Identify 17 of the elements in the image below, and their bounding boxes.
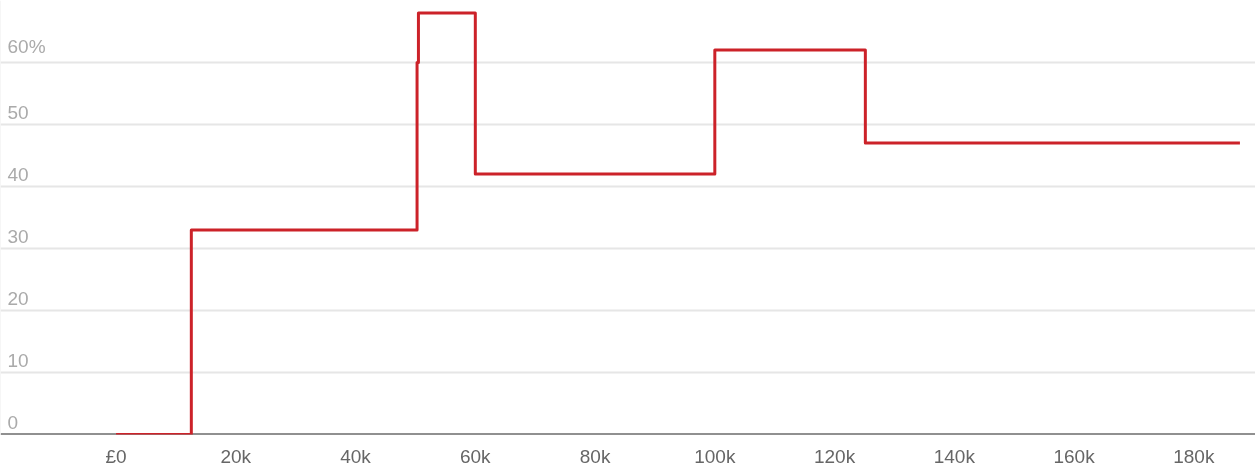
y-tick-label: 40 bbox=[7, 163, 29, 185]
y-tick-label: 20 bbox=[7, 287, 29, 309]
y-tick-label: 0 bbox=[7, 411, 19, 433]
x-tick-label: 100k bbox=[694, 445, 736, 467]
x-tick-label: 160k bbox=[1053, 445, 1096, 467]
x-tick-label: £0 bbox=[105, 445, 127, 467]
y-tick-label: 10 bbox=[7, 349, 29, 371]
x-tick-label: 180k bbox=[1173, 445, 1215, 467]
x-tick-label: 20k bbox=[220, 445, 252, 467]
x-tick-label: 60k bbox=[460, 445, 492, 467]
x-tick-label: 40k bbox=[340, 445, 372, 467]
x-tick-label: 80k bbox=[579, 445, 611, 467]
y-tick-label: 50 bbox=[7, 101, 29, 123]
y-tick-label: 30 bbox=[7, 225, 29, 247]
x-tick-label: 140k bbox=[933, 445, 976, 467]
x-tick-label: 120k bbox=[813, 445, 856, 467]
y-tick-label: 60% bbox=[7, 35, 46, 57]
